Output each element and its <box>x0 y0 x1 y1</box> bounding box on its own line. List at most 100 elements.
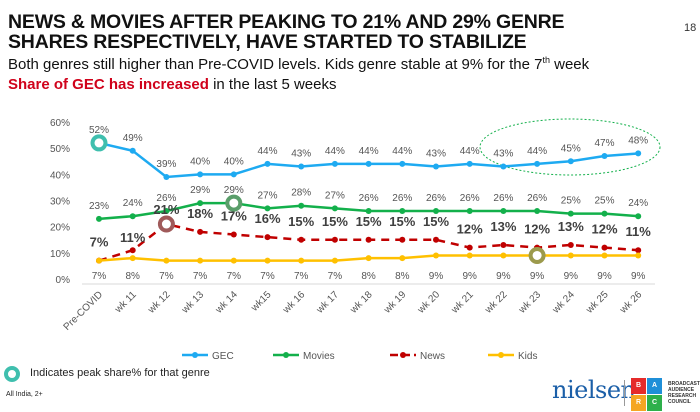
data-point-gec <box>331 160 338 167</box>
data-label-news: 15% <box>288 214 314 229</box>
logo-divider <box>624 380 625 406</box>
x-tick-label: wk 14 <box>213 289 240 316</box>
footnote: All India, 2+ <box>6 391 43 398</box>
data-point-kids <box>635 252 642 259</box>
data-label-movies: 27% <box>325 190 345 201</box>
data-point-kids <box>399 255 406 262</box>
data-point-news <box>601 244 608 251</box>
data-label-movies: 26% <box>460 193 480 204</box>
data-point-news <box>365 236 372 243</box>
data-label-news: 12% <box>524 222 550 237</box>
data-point-kids <box>197 257 204 264</box>
data-point-gec <box>298 163 305 170</box>
data-point-movies <box>466 207 473 214</box>
x-tick-label: Pre-COVID <box>62 289 106 333</box>
x-tick-label: wk 18 <box>348 289 375 316</box>
data-label-gec: 39% <box>156 159 176 170</box>
data-point-movies <box>365 207 372 214</box>
data-point-movies <box>567 210 574 217</box>
data-label-movies: 27% <box>257 190 277 201</box>
data-point-gec <box>500 163 507 170</box>
subtitle-line-1: Both genres still higher than Pre-COVID … <box>8 55 589 73</box>
barc-letter-r: R <box>631 395 646 411</box>
data-point-news <box>197 228 204 235</box>
legend-label-news: News <box>420 351 445 362</box>
data-label-kids: 8% <box>395 271 410 282</box>
data-label-gec: 49% <box>123 133 143 144</box>
x-tick-label: wk 17 <box>314 289 341 316</box>
data-point-kids <box>264 257 271 264</box>
data-point-movies <box>331 205 338 212</box>
data-point-gec <box>230 171 237 178</box>
data-point-kids <box>601 252 608 259</box>
y-tick-label: 20% <box>50 223 70 234</box>
data-label-movies: 26% <box>426 193 446 204</box>
data-label-gec: 43% <box>426 148 446 159</box>
data-label-kids: 9% <box>564 271 579 282</box>
y-tick-label: 10% <box>50 249 70 260</box>
barc-letter-b: B <box>631 378 646 394</box>
data-label-movies: 29% <box>190 185 210 196</box>
x-tick-label: wk 26 <box>617 289 644 316</box>
data-point-news <box>399 236 406 243</box>
data-label-kids: 9% <box>462 271 477 282</box>
data-point-kids <box>466 252 473 259</box>
data-label-kids: 9% <box>496 271 511 282</box>
data-label-kids: 8% <box>361 271 376 282</box>
data-label-news: 15% <box>356 214 382 229</box>
data-label-movies: 23% <box>89 201 109 212</box>
page-number: 18 <box>684 22 697 34</box>
data-point-gec <box>433 163 439 170</box>
legend-marker-news <box>400 352 406 358</box>
y-tick-label: 0% <box>56 275 71 286</box>
data-point-kids <box>96 257 102 264</box>
peak-marker-kids <box>528 246 546 264</box>
data-label-news: 12% <box>457 222 483 237</box>
data-label-news: 11% <box>626 224 652 239</box>
legend-label-gec: GEC <box>212 351 234 362</box>
legend-marker-kids <box>498 352 504 358</box>
data-point-movies <box>534 207 541 214</box>
data-point-movies <box>264 205 271 212</box>
data-point-kids <box>365 255 372 262</box>
data-point-news <box>264 234 271 241</box>
data-point-kids <box>331 257 338 264</box>
data-label-news: 15% <box>423 214 449 229</box>
barc-text: BROADCAST AUDIENCE RESEARCH COUNCIL <box>668 381 700 405</box>
data-label-news: 15% <box>389 214 415 229</box>
data-label-movies: 26% <box>392 193 412 204</box>
data-point-movies <box>197 200 204 207</box>
x-tick-label: wk 19 <box>381 289 408 316</box>
data-label-news: 13% <box>558 219 584 234</box>
data-label-news: 21% <box>153 202 179 217</box>
data-point-movies <box>129 213 136 220</box>
data-label-news: 18% <box>187 206 213 221</box>
data-label-gec: 52% <box>89 125 109 136</box>
data-point-movies <box>601 210 608 217</box>
x-tick-label: wk 20 <box>415 289 442 316</box>
data-label-movies: 26% <box>156 193 176 204</box>
data-point-news <box>635 247 642 254</box>
data-point-gec <box>534 160 541 167</box>
data-point-gec <box>163 173 170 180</box>
data-label-kids: 7% <box>193 271 208 282</box>
data-point-movies <box>635 213 642 220</box>
data-label-gec: 43% <box>291 148 311 159</box>
data-point-news <box>331 236 338 243</box>
data-point-gec <box>197 171 204 178</box>
data-label-kids: 7% <box>328 271 343 282</box>
data-label-news: 16% <box>254 211 280 226</box>
y-tick-label: 40% <box>50 170 70 181</box>
barc-logo: B A R C <box>631 378 663 412</box>
peak-marker-gec <box>90 134 108 152</box>
data-label-gec: 44% <box>460 146 480 157</box>
data-label-movies: 28% <box>291 188 311 199</box>
data-label-gec: 44% <box>392 146 412 157</box>
data-point-gec <box>129 147 136 154</box>
data-label-gec: 48% <box>628 135 648 146</box>
subtitle-line-2: Share of GEC has increased in the last 5… <box>8 76 337 93</box>
y-tick-label: 30% <box>50 197 70 208</box>
data-label-kids: 7% <box>227 271 242 282</box>
peak-marker-movies <box>225 194 243 212</box>
data-label-movies: 26% <box>527 193 547 204</box>
